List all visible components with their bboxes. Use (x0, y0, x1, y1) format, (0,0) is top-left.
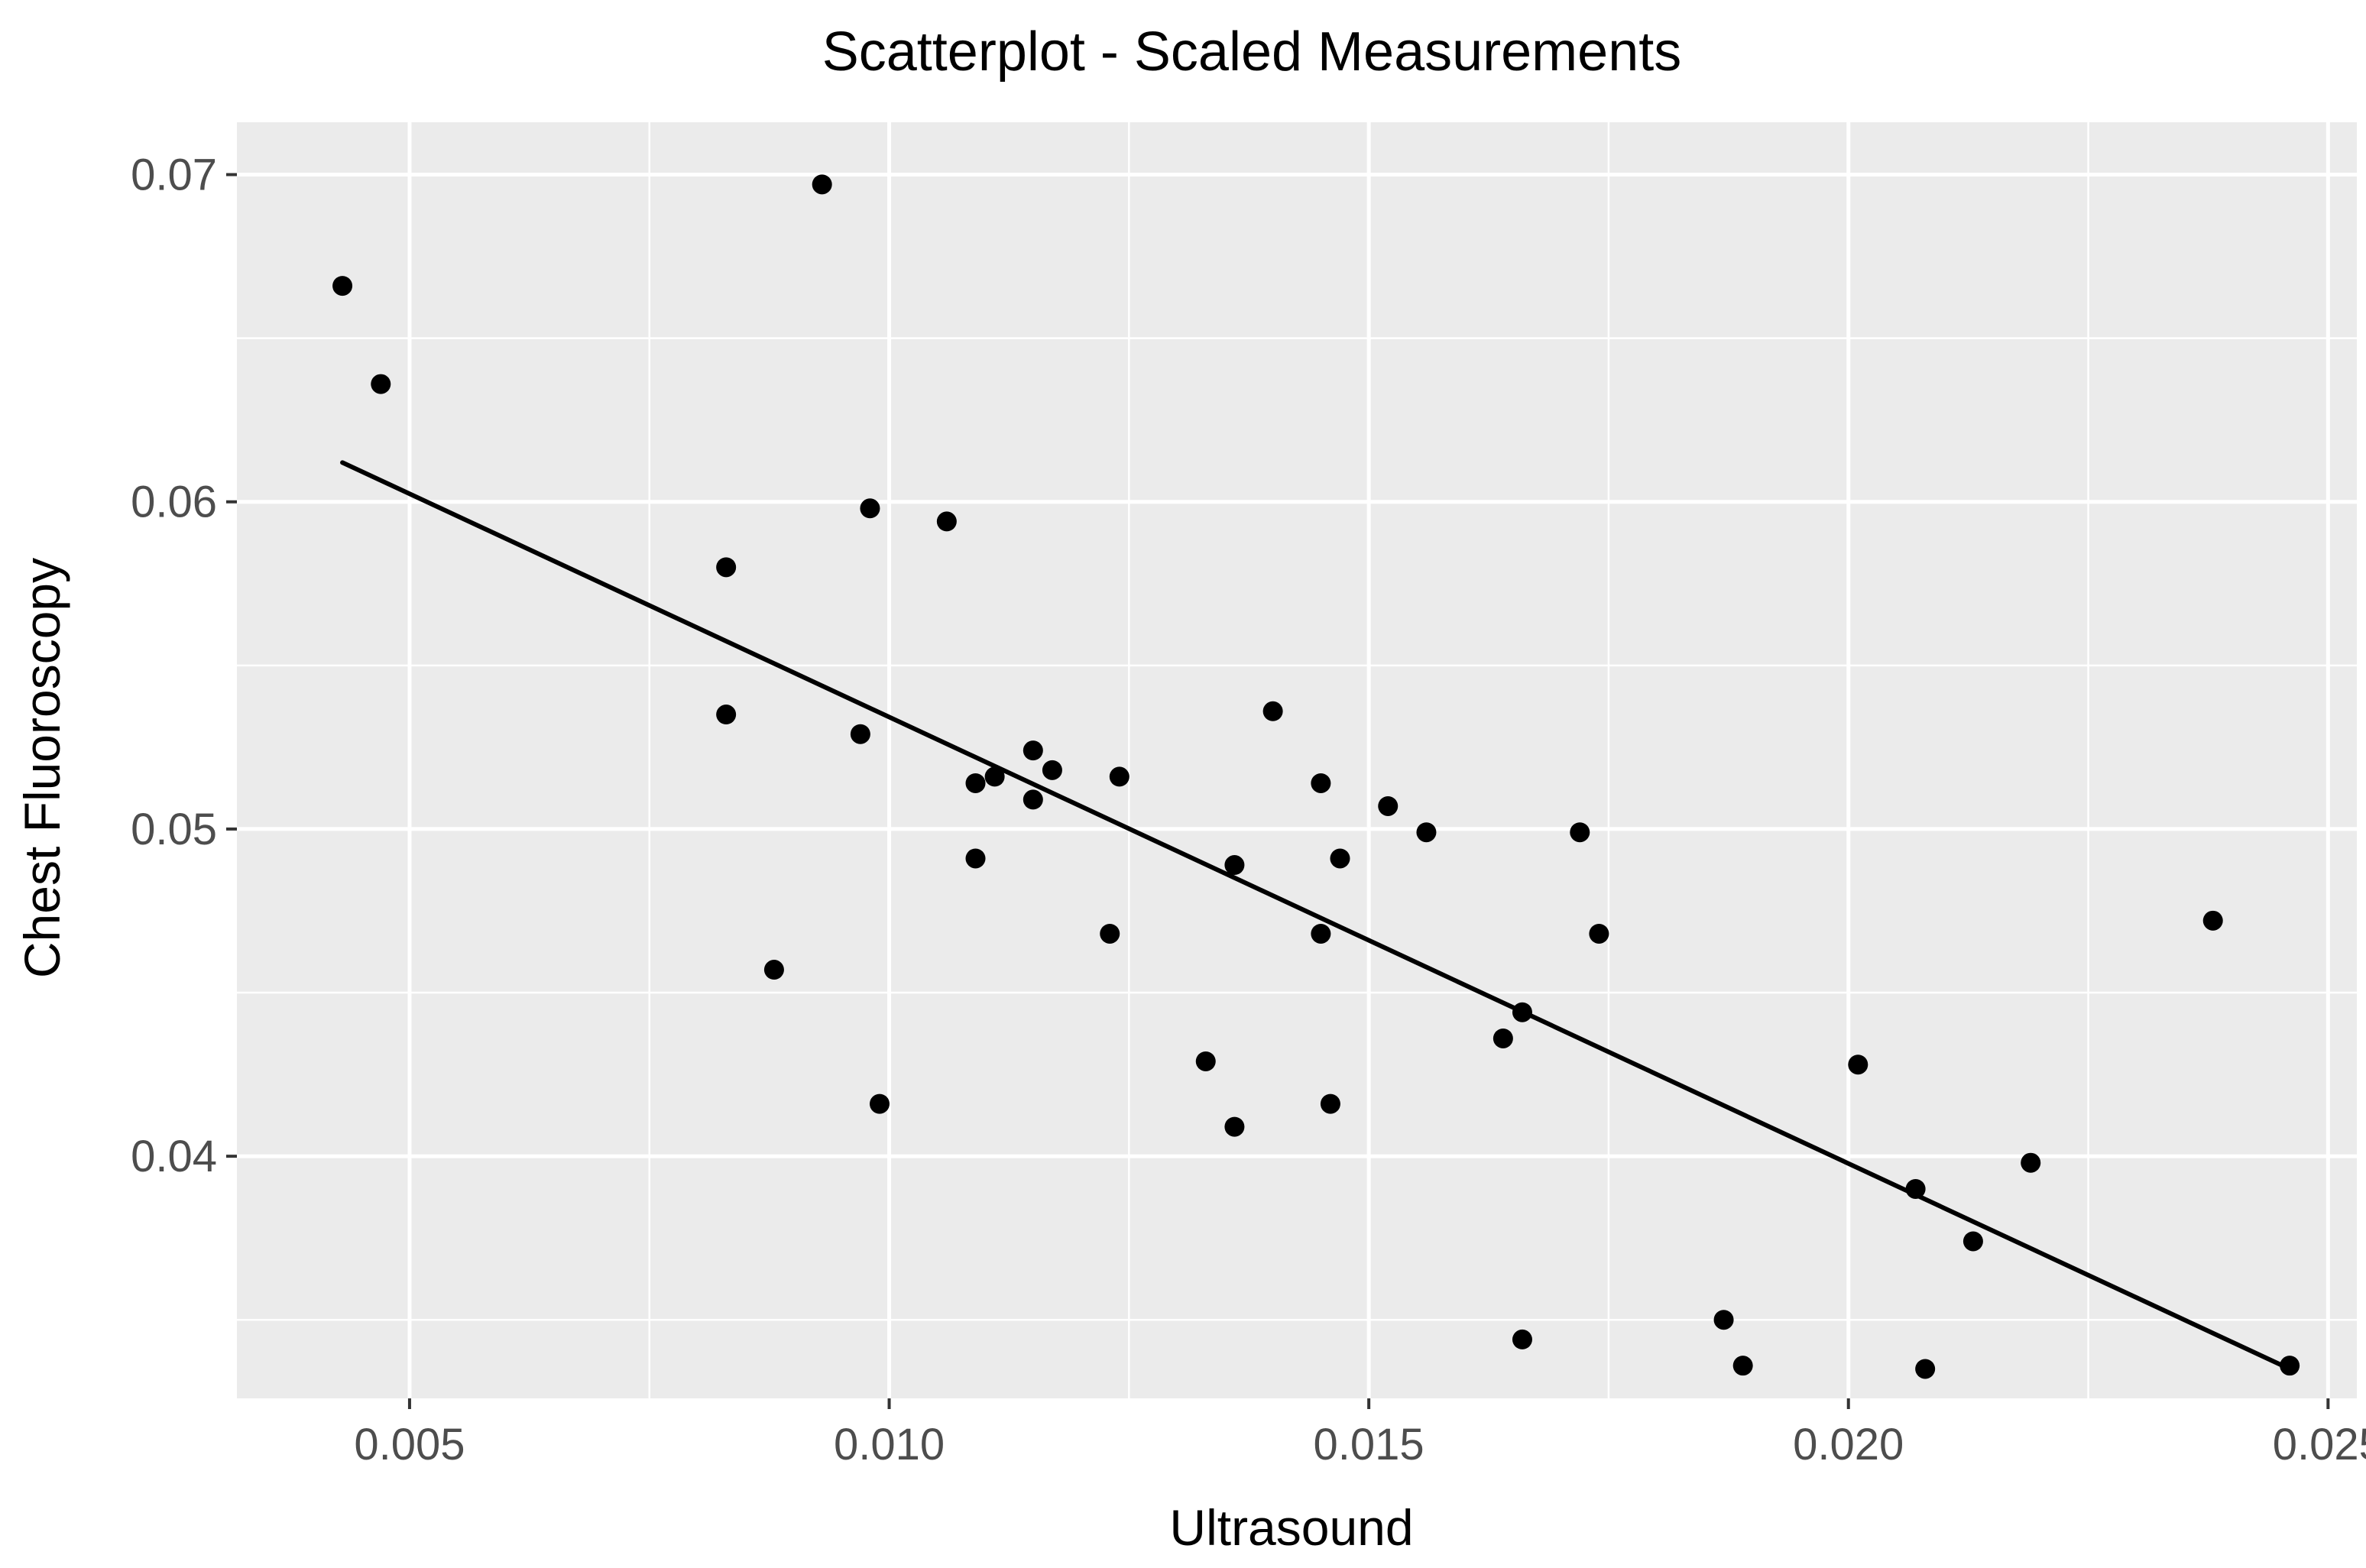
trend-line (340, 460, 2293, 1372)
data-point (1311, 923, 1331, 944)
data-point (371, 374, 391, 394)
y-tick-label: 0.07 (131, 151, 217, 200)
x-tick-label: 0.015 (1314, 1420, 1424, 1469)
x-tick-label: 0.020 (1793, 1420, 1904, 1469)
data-point (1493, 1028, 1513, 1048)
minor-gridlines (237, 122, 2357, 1398)
data-point (965, 773, 986, 793)
data-point (716, 557, 737, 578)
data-point (1589, 923, 1609, 944)
data-point (1378, 795, 1399, 816)
data-point (332, 276, 353, 296)
chart-title: Scatterplot - Scaled Measurements (822, 21, 1682, 83)
data-points (332, 174, 2300, 1379)
data-point (984, 766, 1005, 787)
data-point (1100, 923, 1120, 944)
x-tick-label: 0.005 (354, 1420, 465, 1469)
y-tick-label: 0.06 (131, 478, 217, 527)
x-tick-label: 0.025 (2273, 1420, 2366, 1469)
x-axis-ticks: 0.005 0.010 0.015 0.020 0.025 (354, 1398, 2366, 1469)
data-point (936, 511, 957, 532)
data-point (2021, 1152, 2041, 1173)
data-point (1416, 822, 1437, 843)
data-point (860, 498, 880, 519)
trend-line-layer (340, 460, 2293, 1372)
data-point (1848, 1055, 1868, 1075)
data-point (1195, 1051, 1216, 1071)
data-point (2202, 910, 2223, 931)
data-point (869, 1093, 890, 1114)
data-point (1262, 701, 1283, 721)
data-point (1962, 1231, 1983, 1252)
major-gridlines (237, 122, 2357, 1398)
data-point (1023, 740, 1043, 761)
plot-panel (237, 122, 2357, 1398)
y-tick-label: 0.04 (131, 1132, 217, 1181)
y-axis-title: Chest Fluoroscopy (14, 558, 70, 978)
x-axis-title: Ultrasound (1169, 1499, 1413, 1556)
data-point (716, 705, 737, 725)
y-axis-ticks: 0.04 0.05 0.06 0.07 (131, 151, 237, 1181)
data-point (1023, 789, 1043, 810)
x-tick-label: 0.010 (834, 1420, 945, 1469)
data-point (1224, 855, 1245, 876)
data-point (1512, 1002, 1532, 1022)
data-point (1330, 848, 1350, 869)
data-point (1713, 1310, 1734, 1330)
data-point (1512, 1329, 1532, 1349)
data-point (965, 848, 986, 869)
data-point (850, 724, 870, 744)
data-point (1732, 1356, 1753, 1376)
data-point (1311, 773, 1331, 793)
data-point (1320, 1093, 1340, 1114)
data-point (1915, 1359, 1936, 1379)
data-point (763, 960, 784, 980)
data-point (1224, 1116, 1245, 1137)
data-point (1570, 822, 1590, 843)
data-point (1905, 1178, 1926, 1199)
data-point (2280, 1356, 2300, 1376)
data-point (1042, 760, 1062, 780)
data-point (1109, 766, 1130, 787)
y-tick-label: 0.05 (131, 805, 217, 854)
data-point (812, 174, 832, 195)
